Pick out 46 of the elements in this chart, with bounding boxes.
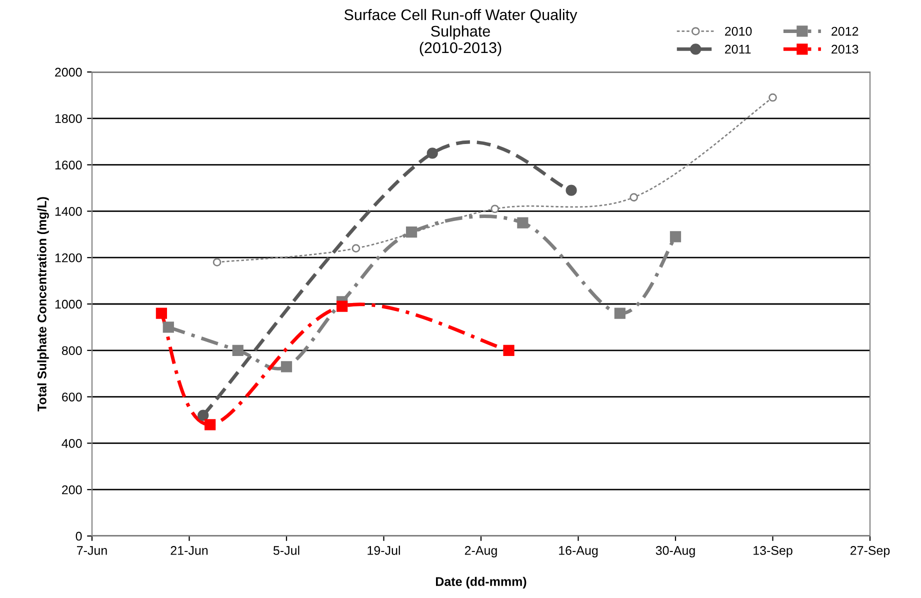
point bbox=[198, 410, 209, 421]
point bbox=[280, 361, 292, 372]
x-tick-label: 2-Aug bbox=[464, 546, 497, 558]
x-tick-label: 13-Sep bbox=[754, 546, 792, 558]
point bbox=[503, 344, 514, 356]
y-tick-label: 800 bbox=[62, 346, 82, 356]
point bbox=[614, 308, 626, 319]
x-tick-label: 27-Sep bbox=[850, 546, 890, 558]
point bbox=[232, 344, 244, 356]
point bbox=[204, 419, 216, 430]
y-tick-label: 0 bbox=[76, 532, 82, 541]
point bbox=[406, 226, 418, 238]
y-tick-label: 600 bbox=[62, 392, 82, 402]
point bbox=[517, 217, 528, 228]
y-tick-label: 1600 bbox=[55, 160, 82, 170]
point bbox=[162, 322, 174, 333]
x-axis-title: Date (dd-mmm) bbox=[436, 576, 526, 588]
x-tick-label: 5-Jul bbox=[273, 546, 300, 555]
point bbox=[490, 204, 500, 214]
point bbox=[426, 148, 438, 159]
y-tick-label: 200 bbox=[62, 485, 82, 494]
x-tick-label: 16-Aug bbox=[559, 546, 598, 558]
point bbox=[768, 93, 777, 102]
y-tick-label: 400 bbox=[62, 439, 82, 448]
x-tick-label: 19-Jul bbox=[368, 546, 400, 555]
chart-title: Surface Cell Run-off Water Quality Sulphate (2010-2013) bbox=[344, 8, 578, 56]
legend-label: 2011 bbox=[725, 44, 751, 54]
legend-label: 2010 bbox=[725, 26, 752, 36]
y-tick-label: 2000 bbox=[55, 68, 82, 77]
x-tick-label: 30-Aug bbox=[656, 546, 695, 558]
x-tick-label: 21-Jun bbox=[170, 546, 208, 555]
y-tick-label: 1000 bbox=[55, 300, 82, 309]
y-axis-title: Total Sulphate Concentration (mg/L) bbox=[37, 197, 49, 412]
point bbox=[212, 258, 222, 266]
point bbox=[336, 300, 348, 312]
point bbox=[566, 184, 577, 196]
point bbox=[352, 244, 360, 252]
x-tick-label: 7-Jun bbox=[77, 546, 107, 555]
point bbox=[156, 308, 168, 319]
point bbox=[670, 231, 682, 242]
y-tick-label: 1800 bbox=[55, 114, 82, 124]
legend-label: 2012 bbox=[832, 26, 858, 36]
y-tick-label: 1400 bbox=[55, 207, 82, 216]
legend-label: 2013 bbox=[832, 44, 858, 54]
y-tick-label: 1200 bbox=[55, 253, 82, 262]
point bbox=[630, 193, 638, 202]
